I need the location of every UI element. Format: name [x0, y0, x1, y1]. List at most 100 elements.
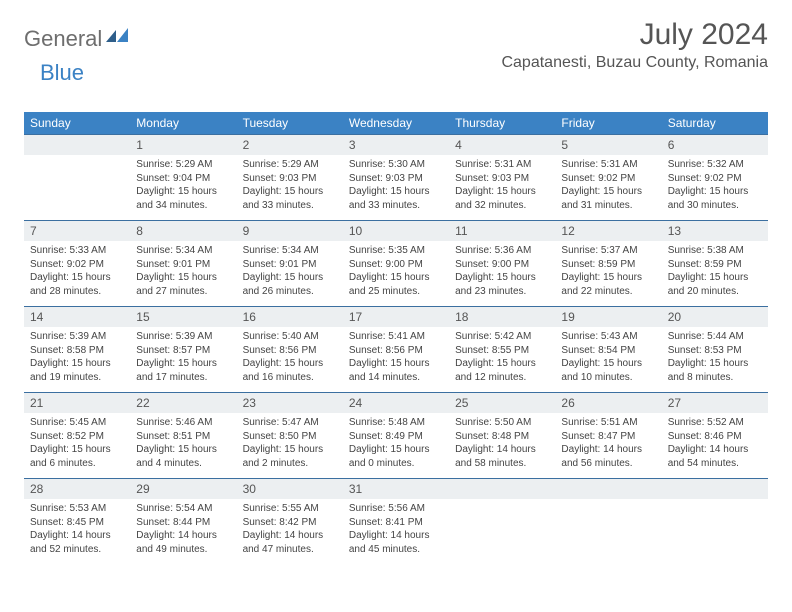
day2-text: and 30 minutes.: [668, 199, 762, 213]
day-details-cell: Sunrise: 5:31 AMSunset: 9:02 PMDaylight:…: [555, 155, 661, 221]
day2-text: and 33 minutes.: [349, 199, 443, 213]
sunrise-text: Sunrise: 5:52 AM: [668, 416, 762, 430]
day2-text: and 47 minutes.: [243, 543, 337, 557]
details-row: Sunrise: 5:39 AMSunset: 8:58 PMDaylight:…: [24, 327, 768, 393]
sunrise-text: Sunrise: 5:38 AM: [668, 244, 762, 258]
sunset-text: Sunset: 9:02 PM: [30, 258, 124, 272]
sunrise-text: Sunrise: 5:35 AM: [349, 244, 443, 258]
sunset-text: Sunset: 8:56 PM: [349, 344, 443, 358]
day-number-cell: 31: [343, 479, 449, 500]
day1-text: Daylight: 15 hours: [243, 271, 337, 285]
day-number-cell: 22: [130, 393, 236, 414]
sunset-text: Sunset: 8:46 PM: [668, 430, 762, 444]
sunset-text: Sunset: 8:52 PM: [30, 430, 124, 444]
day-details-cell: Sunrise: 5:55 AMSunset: 8:42 PMDaylight:…: [237, 499, 343, 564]
day2-text: and 54 minutes.: [668, 457, 762, 471]
logo: General: [24, 18, 130, 52]
sunrise-text: Sunrise: 5:33 AM: [30, 244, 124, 258]
sunrise-text: Sunrise: 5:48 AM: [349, 416, 443, 430]
sunrise-text: Sunrise: 5:42 AM: [455, 330, 549, 344]
daynum-row: 123456: [24, 135, 768, 156]
sunset-text: Sunset: 8:57 PM: [136, 344, 230, 358]
day-details-cell: Sunrise: 5:31 AMSunset: 9:03 PMDaylight:…: [449, 155, 555, 221]
day1-text: Daylight: 15 hours: [668, 185, 762, 199]
day-number-cell: 30: [237, 479, 343, 500]
sunrise-text: Sunrise: 5:40 AM: [243, 330, 337, 344]
day2-text: and 23 minutes.: [455, 285, 549, 299]
details-row: Sunrise: 5:29 AMSunset: 9:04 PMDaylight:…: [24, 155, 768, 221]
day1-text: Daylight: 15 hours: [349, 357, 443, 371]
sunset-text: Sunset: 8:51 PM: [136, 430, 230, 444]
day-number-cell: 24: [343, 393, 449, 414]
day1-text: Daylight: 15 hours: [30, 357, 124, 371]
sunset-text: Sunset: 8:42 PM: [243, 516, 337, 530]
day1-text: Daylight: 15 hours: [30, 443, 124, 457]
day1-text: Daylight: 14 hours: [349, 529, 443, 543]
day-number-cell: 21: [24, 393, 130, 414]
day-number-cell: 20: [662, 307, 768, 328]
day-number-cell: 16: [237, 307, 343, 328]
day-details-cell: Sunrise: 5:51 AMSunset: 8:47 PMDaylight:…: [555, 413, 661, 479]
day-details-cell: Sunrise: 5:47 AMSunset: 8:50 PMDaylight:…: [237, 413, 343, 479]
day2-text: and 10 minutes.: [561, 371, 655, 385]
sunset-text: Sunset: 9:03 PM: [243, 172, 337, 186]
daynum-row: 28293031: [24, 479, 768, 500]
day2-text: and 28 minutes.: [30, 285, 124, 299]
day-details-cell: Sunrise: 5:45 AMSunset: 8:52 PMDaylight:…: [24, 413, 130, 479]
sunset-text: Sunset: 8:48 PM: [455, 430, 549, 444]
day-details-cell: Sunrise: 5:35 AMSunset: 9:00 PMDaylight:…: [343, 241, 449, 307]
day-number-cell: 3: [343, 135, 449, 156]
day2-text: and 22 minutes.: [561, 285, 655, 299]
sunrise-text: Sunrise: 5:41 AM: [349, 330, 443, 344]
day-number-cell: 18: [449, 307, 555, 328]
sunrise-text: Sunrise: 5:37 AM: [561, 244, 655, 258]
day-number-cell: 17: [343, 307, 449, 328]
day1-text: Daylight: 15 hours: [136, 185, 230, 199]
day-details-cell: Sunrise: 5:46 AMSunset: 8:51 PMDaylight:…: [130, 413, 236, 479]
daynum-row: 78910111213: [24, 221, 768, 242]
sunset-text: Sunset: 8:47 PM: [561, 430, 655, 444]
day-details-cell: Sunrise: 5:30 AMSunset: 9:03 PMDaylight:…: [343, 155, 449, 221]
day1-text: Daylight: 15 hours: [136, 271, 230, 285]
sunrise-text: Sunrise: 5:46 AM: [136, 416, 230, 430]
sunset-text: Sunset: 9:01 PM: [243, 258, 337, 272]
day-details-cell: [24, 155, 130, 221]
day2-text: and 25 minutes.: [349, 285, 443, 299]
day-details-cell: [449, 499, 555, 564]
day-header: Monday: [130, 112, 236, 135]
sunset-text: Sunset: 8:45 PM: [30, 516, 124, 530]
sunrise-text: Sunrise: 5:56 AM: [349, 502, 443, 516]
sunset-text: Sunset: 8:55 PM: [455, 344, 549, 358]
sunrise-text: Sunrise: 5:47 AM: [243, 416, 337, 430]
sunset-text: Sunset: 8:59 PM: [561, 258, 655, 272]
logo-text-blue: Blue: [40, 60, 84, 85]
sunset-text: Sunset: 8:56 PM: [243, 344, 337, 358]
daynum-row: 14151617181920: [24, 307, 768, 328]
sunrise-text: Sunrise: 5:34 AM: [136, 244, 230, 258]
day-details-cell: Sunrise: 5:48 AMSunset: 8:49 PMDaylight:…: [343, 413, 449, 479]
day2-text: and 12 minutes.: [455, 371, 549, 385]
day-header: Thursday: [449, 112, 555, 135]
sunrise-text: Sunrise: 5:34 AM: [243, 244, 337, 258]
sunset-text: Sunset: 9:00 PM: [455, 258, 549, 272]
day-number-cell: 27: [662, 393, 768, 414]
day1-text: Daylight: 14 hours: [136, 529, 230, 543]
day-details-cell: Sunrise: 5:34 AMSunset: 9:01 PMDaylight:…: [237, 241, 343, 307]
sunset-text: Sunset: 8:54 PM: [561, 344, 655, 358]
day2-text: and 27 minutes.: [136, 285, 230, 299]
day-details-cell: [555, 499, 661, 564]
day1-text: Daylight: 15 hours: [455, 185, 549, 199]
day-header: Saturday: [662, 112, 768, 135]
sunrise-text: Sunrise: 5:39 AM: [30, 330, 124, 344]
day2-text: and 26 minutes.: [243, 285, 337, 299]
calendar-body: 123456Sunrise: 5:29 AMSunset: 9:04 PMDay…: [24, 135, 768, 565]
sunset-text: Sunset: 9:02 PM: [561, 172, 655, 186]
day1-text: Daylight: 14 hours: [243, 529, 337, 543]
day2-text: and 19 minutes.: [30, 371, 124, 385]
sunrise-text: Sunrise: 5:31 AM: [455, 158, 549, 172]
sunrise-text: Sunrise: 5:31 AM: [561, 158, 655, 172]
day-header: Sunday: [24, 112, 130, 135]
day1-text: Daylight: 14 hours: [30, 529, 124, 543]
day-details-cell: Sunrise: 5:50 AMSunset: 8:48 PMDaylight:…: [449, 413, 555, 479]
day1-text: Daylight: 15 hours: [455, 357, 549, 371]
